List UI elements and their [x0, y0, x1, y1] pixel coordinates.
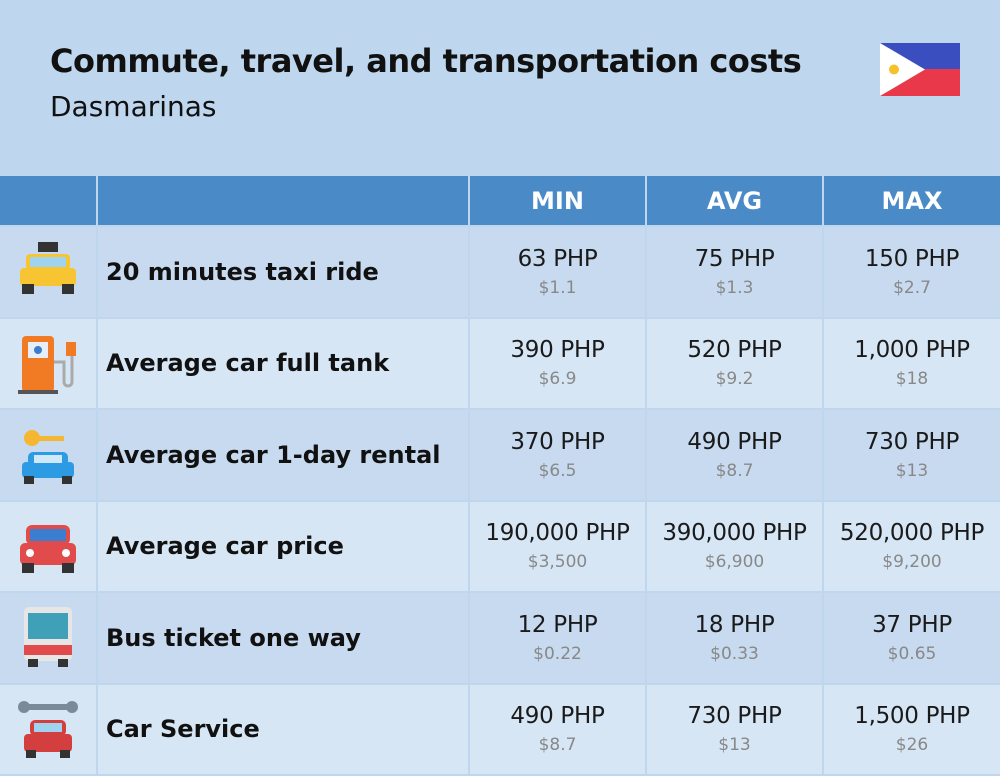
- value-cell: 75 PHP $1.3: [647, 227, 822, 317]
- value-cell: 1,500 PHP $26: [824, 684, 1000, 774]
- usd-price: $0.65: [887, 643, 937, 664]
- usd-price: $13: [718, 735, 751, 756]
- car-icon: [20, 525, 76, 573]
- value-cell: 63 PHP $1.1: [470, 227, 645, 317]
- local-price: 1,000 PHP: [854, 337, 970, 364]
- local-price: 520 PHP: [687, 337, 782, 364]
- local-price: 370 PHP: [510, 428, 605, 455]
- value-cell: 390 PHP $6.9: [470, 318, 645, 408]
- local-price: 1,500 PHP: [854, 703, 970, 730]
- value-cell: 1,000 PHP $18: [824, 318, 1000, 408]
- local-price: 75 PHP: [694, 245, 775, 272]
- fuel-icon: [18, 336, 76, 394]
- taxi-icon: [20, 242, 76, 294]
- usd-price: $9,200: [882, 552, 942, 573]
- usd-price: $6.9: [538, 369, 577, 390]
- local-price: 730 PHP: [687, 703, 782, 730]
- bus-icon: [24, 607, 72, 667]
- header-cell: [98, 176, 468, 225]
- value-cell: 18 PHP $0.33: [647, 593, 822, 683]
- value-cell: 520 PHP $9.2: [647, 318, 822, 408]
- value-cell: 12 PHP $0.22: [470, 593, 645, 683]
- local-price: 730 PHP: [864, 428, 960, 455]
- usd-price: $9.2: [715, 369, 754, 390]
- service-icon: [18, 701, 78, 758]
- value-cell: 730 PHP $13: [647, 684, 822, 774]
- local-price: 490 PHP: [510, 703, 605, 730]
- usd-price: $3,500: [527, 552, 588, 573]
- local-price: 18 PHP: [694, 611, 775, 638]
- usd-price: $8.7: [538, 735, 577, 756]
- row-label: Car Service: [98, 684, 468, 774]
- column-header: AVG: [706, 186, 763, 215]
- header-cell: MIN: [470, 176, 645, 225]
- column-header: MAX: [881, 186, 943, 215]
- value-cell: 37 PHP $0.65: [824, 593, 1000, 683]
- usd-price: $0.22: [533, 643, 582, 664]
- row-label: Average car full tank: [98, 318, 468, 408]
- local-price: 63 PHP: [517, 245, 598, 272]
- flag: [880, 43, 960, 96]
- header-cell: MAX: [824, 176, 1000, 225]
- value-cell: 730 PHP $13: [824, 410, 1000, 500]
- local-price: 490 PHP: [687, 428, 782, 455]
- usd-price: $0.33: [710, 643, 759, 664]
- value-cell: 190,000 PHP $3,500: [470, 501, 645, 591]
- header-cell: [0, 176, 96, 225]
- usd-price: $26: [895, 735, 929, 756]
- value-cell: 150 PHP $2.7: [824, 227, 1000, 317]
- row-label: Average car 1-day rental: [98, 410, 468, 500]
- local-price: 520,000 PHP: [839, 520, 985, 547]
- header-cell: AVG: [647, 176, 822, 225]
- value-cell: 490 PHP $8.7: [647, 410, 822, 500]
- row-label: Bus ticket one way: [98, 593, 468, 683]
- rental-icon: [22, 430, 74, 484]
- value-cell: 370 PHP $6.5: [470, 410, 645, 500]
- value-cell: 490 PHP $8.7: [470, 684, 645, 774]
- usd-price: $8.7: [715, 460, 754, 481]
- local-price: 390 PHP: [510, 337, 605, 364]
- row-label: Average car price: [98, 501, 468, 591]
- usd-price: $2.7: [893, 277, 931, 298]
- column-header: MIN: [531, 186, 584, 215]
- usd-price: $18: [895, 369, 929, 390]
- usd-price: $6.5: [538, 460, 577, 481]
- title: Commute, travel, and transportation cost…: [50, 42, 802, 80]
- value-cell: 390,000 PHP $6,900: [647, 501, 822, 591]
- local-price: 190,000 PHP: [485, 520, 630, 547]
- row-label: 20 minutes taxi ride: [98, 227, 468, 317]
- local-price: 37 PHP: [872, 611, 952, 638]
- local-price: 12 PHP: [517, 611, 598, 638]
- subtitle: Dasmarinas: [50, 90, 217, 123]
- usd-price: $13: [895, 460, 929, 481]
- usd-price: $1.3: [715, 277, 754, 298]
- value-cell: 520,000 PHP $9,200: [824, 501, 1000, 591]
- local-price: 150 PHP: [864, 245, 960, 272]
- usd-price: $6,900: [704, 552, 765, 573]
- local-price: 390,000 PHP: [662, 520, 807, 547]
- usd-price: $1.1: [538, 277, 577, 298]
